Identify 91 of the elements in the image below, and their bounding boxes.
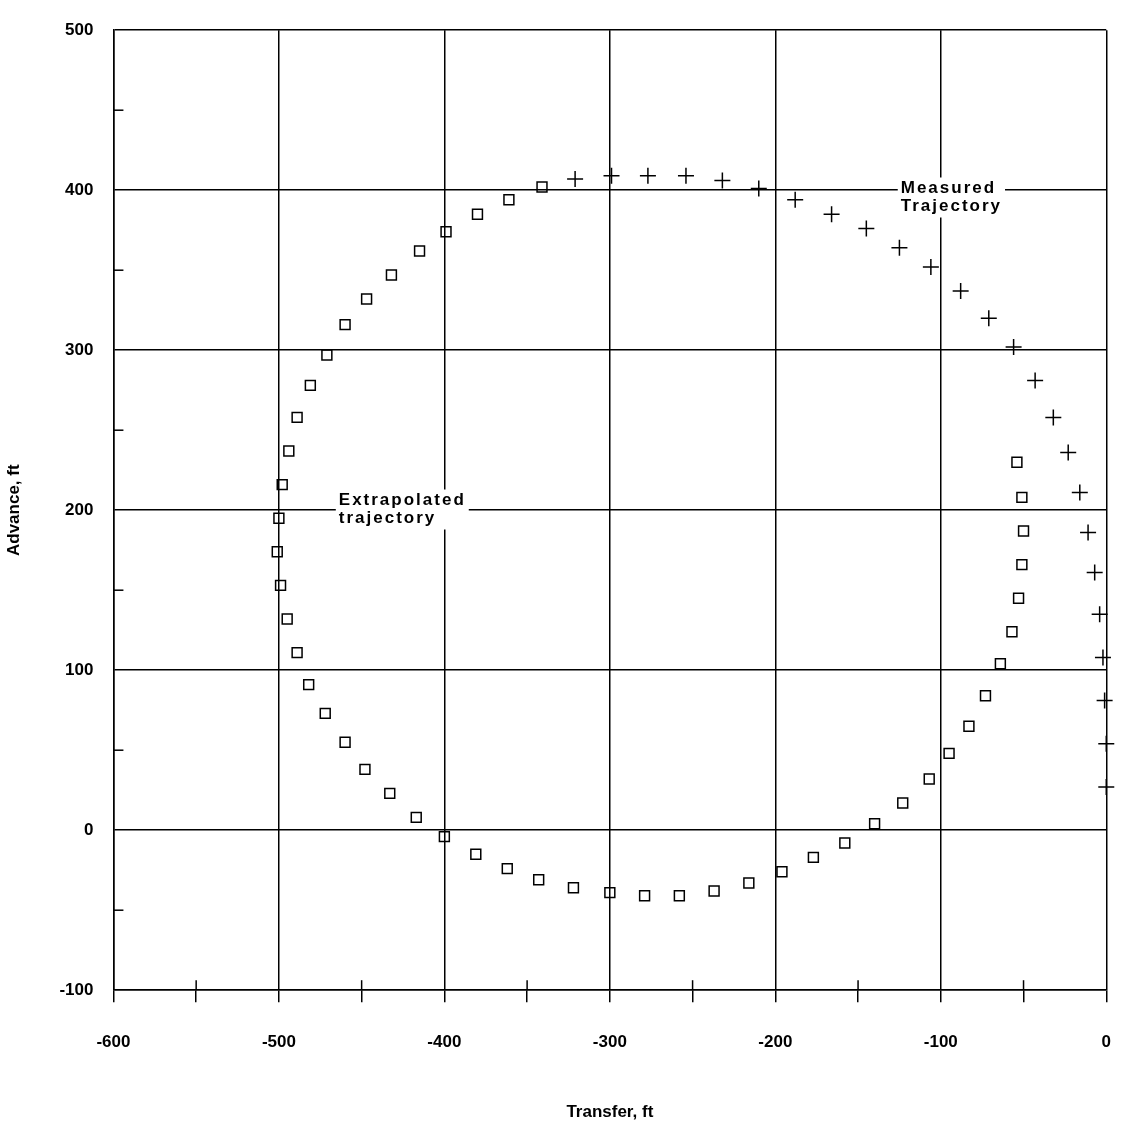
y-tick-label: -100 — [59, 979, 94, 999]
point — [890, 239, 909, 257]
x-tick-label: 0 — [1101, 1032, 1112, 1052]
point — [1085, 563, 1104, 582]
point — [274, 579, 287, 592]
point — [1044, 408, 1063, 427]
point — [786, 191, 804, 209]
point — [1095, 691, 1114, 710]
point — [604, 886, 616, 899]
point — [1011, 456, 1023, 468]
point — [276, 478, 288, 491]
point — [979, 690, 992, 702]
point — [743, 877, 755, 889]
x-tick-label: -100 — [923, 1032, 958, 1052]
y-tick-label: 100 — [65, 659, 94, 679]
point — [384, 787, 396, 800]
point — [868, 818, 881, 830]
point — [923, 773, 935, 785]
point — [822, 205, 841, 223]
point — [533, 874, 545, 886]
point — [638, 890, 651, 902]
point — [839, 837, 851, 849]
point — [413, 245, 426, 257]
point — [673, 890, 686, 902]
y-axis-title: Advance, ft — [3, 464, 23, 557]
point — [503, 194, 515, 206]
point — [385, 269, 398, 281]
point — [283, 445, 295, 457]
point — [1079, 523, 1097, 542]
point — [1059, 443, 1077, 462]
point — [501, 862, 513, 875]
point — [776, 866, 788, 878]
point — [994, 658, 1007, 670]
point — [271, 546, 283, 558]
point — [536, 181, 548, 193]
point — [304, 379, 317, 392]
point — [273, 512, 285, 524]
point — [922, 258, 940, 276]
point — [291, 646, 303, 659]
point — [291, 411, 303, 424]
point — [360, 293, 373, 305]
point — [471, 208, 484, 220]
x-axis-title: Transfer, ft — [566, 1102, 654, 1122]
point — [602, 167, 621, 185]
x-tick-label: -400 — [427, 1032, 462, 1052]
point — [1090, 605, 1109, 623]
point — [807, 851, 820, 864]
annotation: Extrapolated trajectory — [338, 490, 466, 528]
point — [1017, 525, 1030, 537]
x-tick-label: -600 — [96, 1032, 131, 1052]
point — [470, 848, 482, 860]
point — [1016, 558, 1028, 571]
point — [566, 170, 584, 188]
point — [980, 309, 998, 327]
y-tick-label: 200 — [65, 499, 94, 519]
x-tick-label: -300 — [592, 1032, 627, 1052]
x-tick-label: -200 — [758, 1032, 793, 1052]
point — [410, 811, 422, 824]
y-tick-label: 300 — [65, 339, 94, 359]
point — [1016, 491, 1028, 504]
point — [1094, 648, 1112, 667]
point — [897, 797, 909, 809]
point — [438, 830, 451, 843]
point — [750, 179, 768, 198]
point — [943, 747, 955, 760]
annotation: Measured Trajectory — [900, 178, 1003, 216]
point — [1004, 338, 1023, 356]
point — [963, 720, 975, 732]
point — [281, 613, 293, 625]
point — [857, 219, 876, 238]
y-tick-label: 400 — [65, 179, 94, 199]
y-tick-label: 500 — [65, 19, 94, 39]
point — [1012, 592, 1025, 604]
y-tick-label: 0 — [83, 819, 94, 839]
point — [951, 282, 970, 300]
point — [339, 736, 351, 748]
point — [677, 167, 695, 185]
point — [639, 167, 657, 185]
point — [319, 707, 331, 720]
point — [1026, 371, 1044, 390]
point — [1071, 483, 1089, 502]
point — [440, 226, 452, 238]
point — [567, 882, 580, 894]
point — [359, 763, 371, 776]
point — [713, 171, 732, 190]
point — [339, 318, 351, 331]
x-tick-label: -500 — [261, 1032, 296, 1052]
point — [302, 678, 315, 691]
point — [1006, 626, 1018, 638]
point — [708, 885, 720, 897]
point — [321, 349, 333, 361]
